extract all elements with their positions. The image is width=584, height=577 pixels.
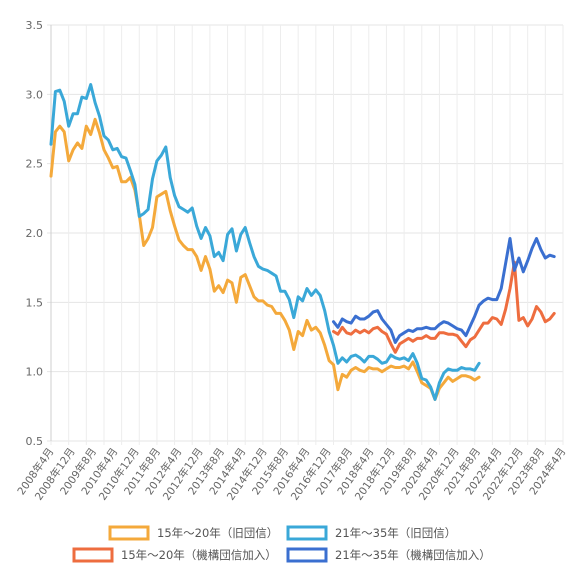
legend-swatch <box>286 525 328 541</box>
y-tick-label: 3.5 <box>26 19 44 32</box>
y-tick-label: 1.5 <box>26 296 44 309</box>
grid-lines <box>47 24 564 445</box>
series-line-4 <box>332 237 556 344</box>
legend-swatch <box>286 547 328 563</box>
y-tick-label: 3.0 <box>26 88 44 101</box>
legend-swatch <box>72 547 114 563</box>
legend-label: 15年～20年（機構団信加入） <box>121 548 277 562</box>
y-tick-label: 0.5 <box>26 435 44 448</box>
y-tick-label: 2.0 <box>26 227 44 240</box>
series-line-3 <box>332 260 556 354</box>
series-line-1 <box>49 117 481 401</box>
y-tick-label: 2.5 <box>26 158 44 171</box>
legend-label: 21年～35年（機構団信加入） <box>335 548 491 562</box>
series-lines <box>49 83 556 401</box>
legend-label: 21年～35年（旧団信） <box>335 526 456 540</box>
x-axis: 2008年4月2008年12月2009年8月2010年4月2010年12月201… <box>15 445 569 503</box>
legend: 15年～20年（旧団信） 21年～35年（旧団信） 15年～20年（機構団信加入） 2… <box>72 525 491 563</box>
y-axis: 0.5 1.0 1.5 2.0 2.5 3.0 3.5 <box>26 19 52 448</box>
legend-swatch <box>108 525 150 541</box>
y-tick-label: 1.0 <box>26 366 44 379</box>
series-line-2 <box>49 83 481 401</box>
legend-label: 15年～20年（旧団信） <box>157 526 278 540</box>
